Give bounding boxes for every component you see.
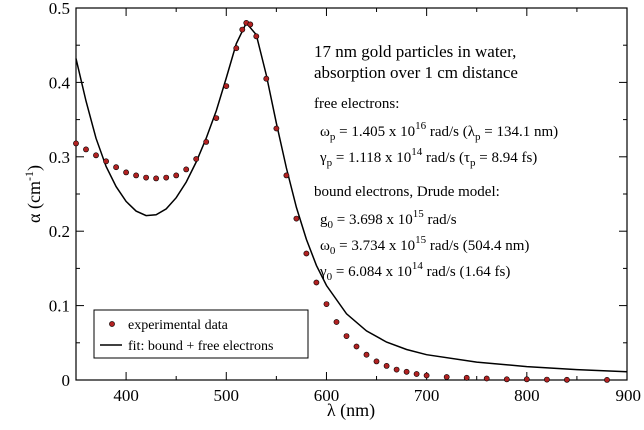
data-point [163, 174, 170, 181]
data-point [73, 140, 79, 147]
data-point [544, 376, 550, 383]
data-point [604, 376, 610, 383]
data-point [483, 375, 490, 382]
data-point [203, 138, 210, 145]
data-point [233, 45, 240, 52]
legend-label-experimental: experimental data [128, 318, 229, 333]
legend: experimental data fit: bound + free elec… [93, 309, 309, 359]
data-point [343, 333, 350, 339]
x-axis-title: λ (nm) [327, 400, 375, 421]
bound-electrons-heading: bound electrons, Drude model: [314, 184, 500, 200]
data-point [103, 158, 109, 165]
axis-ticks: 400 500 600 700 800 900 0 0.1 0.2 0.3 0.4 0.5 [49, 0, 641, 405]
data-point [193, 156, 200, 162]
data-point [133, 172, 139, 179]
data-point [273, 125, 280, 132]
legend-box [93, 309, 309, 359]
data-point [373, 358, 380, 365]
data-point [213, 115, 220, 121]
data-point [463, 374, 470, 381]
data-point [93, 152, 99, 159]
data-point [413, 371, 420, 377]
data-point [333, 319, 340, 325]
data-point [423, 372, 430, 379]
data-point [503, 376, 510, 383]
x-tick-label: 500 [214, 386, 240, 405]
data-point [363, 351, 370, 358]
data-point [443, 374, 450, 380]
data-point [403, 368, 410, 375]
data-point [113, 164, 119, 171]
data-point [173, 172, 180, 179]
legend-label-fit: fit: bound + free electrons [128, 339, 274, 354]
bound-electrons-omega-0: ω0 = 3.734 x 1015 rad/s (504.4 nm) [320, 234, 529, 257]
bound-electrons-g0: g0 = 3.698 x 1015 rad/s [320, 208, 457, 231]
annotation-block: 17 nm gold particles in water, absorptio… [314, 42, 558, 283]
data-point [123, 169, 129, 176]
data-point [153, 175, 159, 182]
data-point [303, 250, 310, 257]
data-point [253, 33, 260, 40]
data-point [353, 343, 360, 350]
data-point [263, 75, 270, 82]
data-point [393, 366, 400, 373]
data-point [383, 362, 390, 369]
data-point [239, 26, 246, 33]
y-tick-label: 0.4 [49, 73, 71, 92]
x-tick-label: 400 [113, 386, 139, 405]
x-tick-label: 900 [616, 386, 642, 405]
x-tick-label: 700 [414, 386, 440, 405]
y-tick-label: 0.3 [49, 148, 70, 167]
annotation-title-line-2: absorption over 1 cm distance [314, 63, 518, 82]
y-tick-label: 0 [62, 371, 71, 390]
data-point [564, 376, 570, 383]
data-point [313, 279, 320, 286]
x-tick-label: 800 [514, 386, 540, 405]
legend-marker-experimental [109, 321, 115, 327]
free-electrons-omega-p: ωp = 1.405 x 1016 rad/s (λp = 134.1 nm) [320, 120, 558, 143]
data-point [293, 215, 300, 222]
data-point [523, 376, 530, 383]
data-point [283, 172, 290, 179]
data-point [183, 166, 190, 173]
y-axis-title: α (cm-1) [22, 165, 45, 223]
x-tick-label: 600 [314, 386, 340, 405]
data-point [223, 83, 230, 89]
y-tick-label: 0.1 [49, 297, 70, 316]
bound-electrons-gamma-0: γ0 = 6.084 x 1014 rad/s (1.64 fs) [319, 260, 510, 283]
y-tick-label: 0.5 [49, 0, 70, 18]
y-tick-label: 0.2 [49, 222, 70, 241]
free-electrons-gamma-p: γp = 1.118 x 1014 rad/s (τp = 8.94 fs) [319, 146, 537, 169]
data-point [323, 301, 330, 307]
data-point [143, 174, 149, 181]
free-electrons-heading: free electrons: [314, 96, 399, 112]
data-points-layer [73, 19, 610, 383]
data-point [83, 146, 89, 153]
data-point [247, 21, 254, 28]
annotation-title-line-1: 17 nm gold particles in water, [314, 42, 516, 61]
